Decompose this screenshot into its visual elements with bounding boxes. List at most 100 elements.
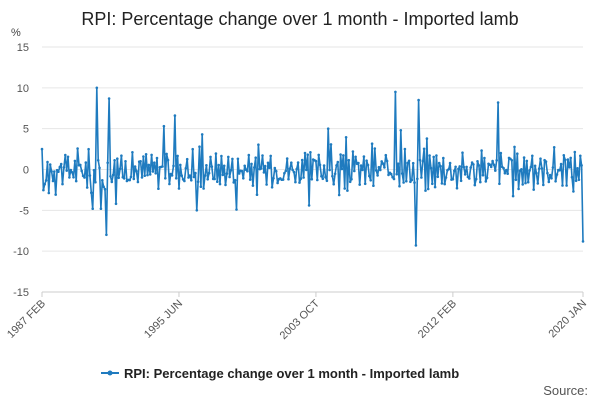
- data-point-356: [528, 169, 531, 172]
- y-tick-label-2: 5: [23, 124, 29, 136]
- data-point-88: [161, 165, 164, 168]
- data-point-269: [409, 180, 412, 184]
- data-point-75: [143, 174, 146, 177]
- data-point-12: [57, 170, 60, 173]
- data-point-35: [88, 174, 92, 177]
- data-point-117: [200, 133, 204, 136]
- data-point-20: [68, 176, 71, 179]
- data-point-245: [376, 174, 379, 177]
- x-tick-label-1: 1995 JUN: [142, 298, 185, 341]
- data-point-206: [322, 164, 326, 167]
- data-point-330: [492, 163, 496, 167]
- data-point-161: [261, 154, 264, 157]
- data-point-132: [221, 173, 225, 177]
- data-point-188: [298, 181, 301, 184]
- data-point-215: [335, 164, 338, 167]
- data-point-36: [90, 191, 93, 194]
- x-tick-label-0: 1987 FEB: [5, 298, 48, 341]
- chart-title: RPI: Percentage change over 1 month - Im…: [81, 9, 518, 29]
- y-tick-label-3: 0: [23, 165, 29, 177]
- data-point-162: [262, 171, 266, 174]
- data-point-163: [263, 164, 267, 168]
- data-point-144: [237, 172, 241, 175]
- legend[interactable]: RPI: Percentage change over 1 month - Im…: [101, 366, 459, 381]
- data-point-26: [76, 147, 79, 150]
- data-point-212: [331, 174, 334, 178]
- data-point-361: [535, 171, 538, 175]
- data-point-309: [463, 173, 467, 176]
- data-point-322: [481, 173, 485, 177]
- data-point-357: [529, 165, 533, 169]
- data-point-332: [495, 159, 499, 162]
- data-point-65: [129, 175, 133, 179]
- data-point-112: [194, 171, 197, 175]
- data-point-183: [291, 168, 294, 172]
- data-point-271: [411, 161, 415, 165]
- data-point-47: [105, 233, 108, 237]
- data-point-352: [522, 156, 526, 159]
- data-point-40: [95, 86, 99, 90]
- data-point-169: [272, 177, 275, 180]
- data-point-279: [422, 147, 426, 151]
- data-point-263: [400, 172, 404, 175]
- data-point-57: [118, 167, 122, 171]
- data-point-45: [102, 185, 105, 188]
- data-point-394: [580, 164, 583, 167]
- data-point-304: [457, 167, 460, 171]
- data-point-391: [576, 167, 579, 170]
- data-point-284: [429, 166, 433, 170]
- data-point-373: [551, 166, 555, 169]
- data-point-34: [87, 147, 90, 151]
- data-point-127: [214, 152, 218, 155]
- data-point-240: [369, 179, 373, 182]
- data-point-4: [46, 160, 49, 164]
- data-point-101: [179, 163, 182, 167]
- data-point-246: [377, 165, 381, 169]
- data-point-218: [339, 153, 342, 156]
- data-point-92: [166, 158, 170, 162]
- data-point-329: [491, 159, 494, 163]
- data-point-90: [164, 177, 167, 180]
- data-point-197: [310, 177, 314, 181]
- data-point-128: [216, 180, 219, 183]
- data-point-9: [53, 170, 56, 173]
- data-point-28: [79, 163, 82, 167]
- data-point-190: [300, 158, 304, 162]
- data-point-151: [247, 153, 251, 157]
- data-point-138: [229, 168, 233, 172]
- data-point-5: [47, 191, 51, 195]
- data-point-3: [44, 179, 48, 182]
- data-point-105: [184, 167, 188, 170]
- data-point-61: [124, 160, 127, 163]
- data-point-233: [359, 164, 363, 167]
- data-point-350: [520, 168, 523, 171]
- data-point-381: [562, 154, 566, 157]
- data-point-31: [83, 176, 86, 179]
- y-tick-label-5: -10: [13, 246, 29, 258]
- data-point-196: [309, 151, 312, 154]
- data-point-290: [437, 161, 441, 165]
- data-point-42: [98, 166, 101, 170]
- data-point-252: [385, 159, 389, 163]
- data-point-205: [321, 177, 325, 181]
- data-point-33: [85, 186, 89, 189]
- data-point-251: [384, 153, 388, 157]
- data-point-388: [572, 190, 575, 193]
- data-point-372: [550, 177, 553, 180]
- data-point-374: [552, 146, 556, 149]
- data-point-133: [222, 164, 226, 168]
- data-point-239: [368, 174, 371, 178]
- data-point-93: [168, 182, 171, 186]
- data-point-164: [265, 183, 268, 186]
- data-point-182: [290, 161, 293, 164]
- data-point-236: [363, 182, 367, 186]
- data-point-79: [148, 173, 152, 176]
- data-point-78: [147, 163, 151, 167]
- data-point-208: [325, 179, 329, 183]
- data-point-347: [516, 152, 519, 155]
- data-point-157: [255, 193, 259, 196]
- data-point-136: [227, 155, 230, 159]
- data-point-191: [302, 176, 305, 179]
- data-point-165: [266, 161, 270, 165]
